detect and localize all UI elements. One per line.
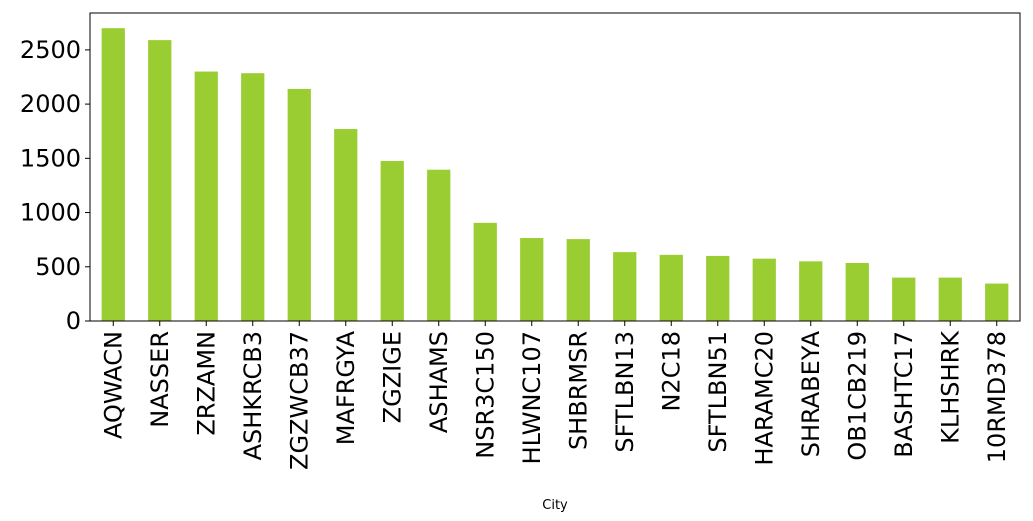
bars-group — [101, 28, 1009, 322]
bar-zgzwcb37 — [287, 88, 311, 321]
x-tick-label: ZRZAMN — [192, 331, 220, 436]
y-tick-label: 1500 — [20, 144, 81, 172]
x-tick-label: OB1CB219 — [843, 331, 871, 461]
bar-sftlbn13 — [613, 252, 637, 321]
plot-frame — [89, 12, 1021, 322]
x-tick-label: HLWNC107 — [518, 331, 546, 464]
bar-ob1cb219 — [845, 262, 869, 321]
x-tick-label: ZGZWCB37 — [285, 331, 313, 470]
y-tick-label: 2500 — [20, 36, 81, 64]
bar-mafrgya — [334, 129, 358, 321]
bar-klhshrk — [938, 277, 962, 321]
x-tick-label: 10RMD378 — [983, 331, 1011, 463]
x-tick-label: SFTLBN51 — [704, 331, 732, 453]
bar-haramc20 — [752, 258, 776, 321]
x-tick-label: AQWACN — [99, 331, 127, 439]
bar-ashams — [427, 169, 451, 321]
y-tick-label: 0 — [66, 307, 81, 335]
x-tick-label: KLHSHRK — [936, 330, 964, 444]
x-tick-label: MAFRGYA — [332, 330, 360, 445]
bar-bashtc17 — [892, 277, 916, 321]
bar-shbrmsr — [566, 239, 590, 321]
y-tick-label: 500 — [35, 253, 81, 281]
bar-zrzamn — [194, 71, 218, 321]
x-axis-title: City — [542, 498, 568, 513]
x-tick-label: SHBRMSR — [564, 331, 592, 450]
y-axis: 0 500 1000 1500 2000 2500 — [20, 36, 90, 335]
x-tick-label: N2C18 — [657, 331, 685, 412]
x-tick-label: HARAMC20 — [750, 331, 778, 466]
bar-zgzige — [380, 161, 404, 321]
bar-ashkrcb3 — [241, 73, 265, 321]
x-axis: AQWACN NASSER ZRZAMN ASHKRCB3 ZGZWCB37 MAFRGY… — [99, 321, 1011, 470]
bar-10rmd378 — [985, 283, 1009, 321]
x-tick-label: ASHAMS — [425, 331, 453, 433]
x-tick-label: ASHKRCB3 — [239, 331, 267, 460]
bar-nsr3c150 — [473, 222, 497, 321]
x-tick-label: SHRABEYA — [797, 330, 825, 457]
bar-aqwacn — [101, 28, 125, 321]
bar-n2c18 — [659, 254, 683, 321]
x-tick-label: NSR3C150 — [471, 331, 499, 459]
bar-nasser — [148, 40, 172, 322]
bar-hlwnc107 — [520, 238, 544, 321]
x-tick-label: ZGZIGE — [378, 331, 406, 423]
y-tick-label: 2000 — [20, 90, 81, 118]
bar-sftlbn51 — [706, 255, 730, 321]
x-tick-label: NASSER — [146, 331, 174, 428]
x-tick-label: SFTLBN13 — [611, 331, 639, 453]
bar-shrabeya — [799, 261, 823, 321]
y-tick-label: 1000 — [20, 199, 81, 227]
x-tick-label: BASHTC17 — [890, 331, 918, 458]
